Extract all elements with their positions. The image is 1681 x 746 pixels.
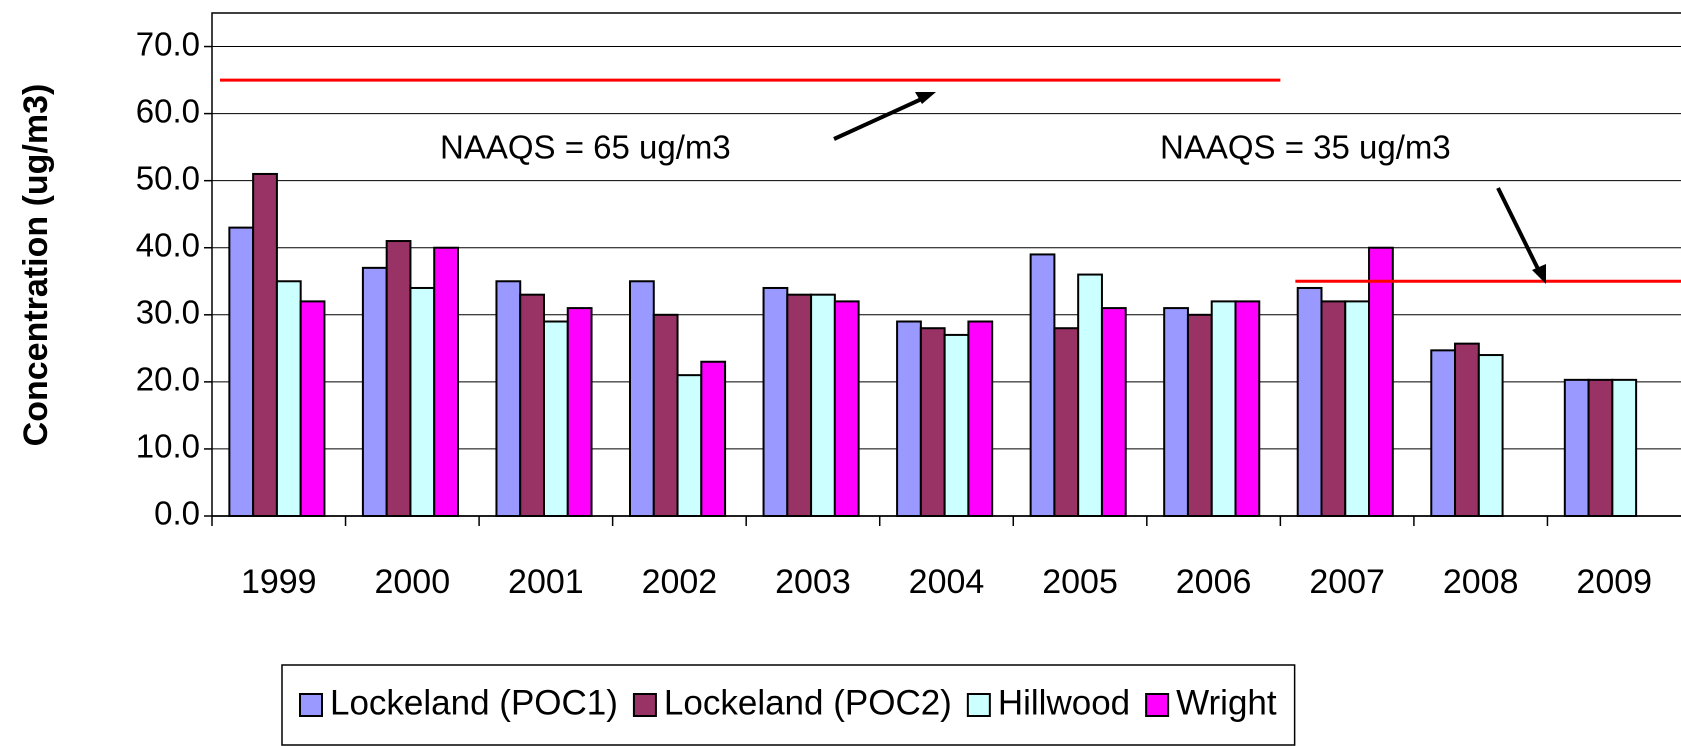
- y-tick-label: 60.0: [136, 92, 200, 129]
- legend-swatch: [1145, 693, 1170, 717]
- bar: [1296, 286, 1323, 517]
- arrow: [1496, 187, 1542, 274]
- y-tick-label: 40.0: [136, 226, 200, 263]
- x-tick-label: 2002: [642, 563, 718, 601]
- bar: [1029, 253, 1056, 517]
- y-axis-title: Concentration (ug/m3): [17, 84, 55, 447]
- bar: [495, 280, 522, 517]
- x-tick-label: 2003: [775, 563, 851, 601]
- bar: [1320, 300, 1347, 517]
- bar: [628, 280, 655, 517]
- bar: [1563, 378, 1590, 518]
- bar: [1368, 246, 1394, 517]
- legend-box: [281, 664, 1296, 746]
- y-tick-label: 50.0: [136, 159, 200, 196]
- legend-label: Lockeland (POC1): [330, 683, 618, 722]
- x-tick-label: 2001: [508, 563, 584, 601]
- annotation: NAAQS = 65 ug/m3: [440, 129, 731, 166]
- bar: [542, 320, 569, 517]
- bar: [566, 307, 593, 517]
- legend-swatch: [966, 693, 991, 717]
- bar: [1053, 327, 1080, 518]
- x-tick-label: 2000: [374, 563, 450, 601]
- arrow-head: [915, 92, 936, 104]
- legend-label: Lockeland (POC2): [664, 683, 952, 722]
- legend-label: Wright: [1176, 683, 1277, 722]
- bar: [409, 286, 436, 517]
- bar: [1454, 342, 1480, 517]
- annotations: [833, 92, 1546, 284]
- bar: [1344, 300, 1371, 517]
- x-tick-label: 2009: [1576, 563, 1652, 601]
- bar: [762, 286, 789, 517]
- bar: [228, 226, 255, 517]
- bar: [433, 246, 459, 517]
- bar: [810, 293, 836, 517]
- x-tick-label: 2004: [909, 563, 985, 601]
- x-tick-label: 2005: [1042, 563, 1118, 601]
- bar: [1477, 354, 1504, 518]
- x-tick-label: 2006: [1176, 563, 1252, 601]
- y-tick-label: 70.0: [136, 25, 200, 62]
- bar: [1163, 307, 1189, 517]
- bar: [833, 300, 860, 517]
- x-tick-label: 1999: [241, 563, 317, 601]
- x-tick-label: 2007: [1309, 563, 1385, 601]
- bar: [1100, 307, 1127, 517]
- bar: [385, 240, 412, 517]
- legend-swatch: [632, 693, 657, 717]
- arrow: [833, 95, 927, 141]
- bar: [676, 374, 703, 517]
- bar: [1430, 349, 1457, 517]
- bar: [1077, 273, 1103, 517]
- legend: Lockeland (POC1) Lockeland (POC2) Hillwood…: [281, 664, 1296, 746]
- bar: [919, 327, 946, 518]
- bar: [896, 320, 922, 517]
- x-tick-label: 2008: [1443, 563, 1519, 601]
- bar: [252, 172, 278, 518]
- bar: [967, 320, 994, 517]
- bar: [1587, 378, 1614, 518]
- bar: [1186, 313, 1213, 517]
- arrow-head: [1532, 264, 1546, 284]
- y-tick-label: 20.0: [136, 361, 200, 398]
- y-tick-label: 10.0: [136, 428, 200, 465]
- y-tick-label: 0.0: [154, 495, 200, 532]
- bar: [1234, 300, 1261, 517]
- bar: [299, 300, 326, 517]
- bar: [652, 313, 679, 517]
- legend-swatch: [299, 693, 323, 717]
- bar: [700, 360, 727, 517]
- legend-label: Hillwood: [998, 683, 1130, 722]
- bar: [943, 333, 970, 518]
- y-tick-label: 30.0: [136, 294, 200, 331]
- bar: [1210, 300, 1237, 517]
- bar: [275, 280, 302, 517]
- bar: [519, 293, 545, 517]
- bar: [1611, 378, 1638, 518]
- annotation: NAAQS = 35 ug/m3: [1160, 129, 1451, 166]
- bar: [361, 266, 388, 517]
- bar: [786, 293, 813, 517]
